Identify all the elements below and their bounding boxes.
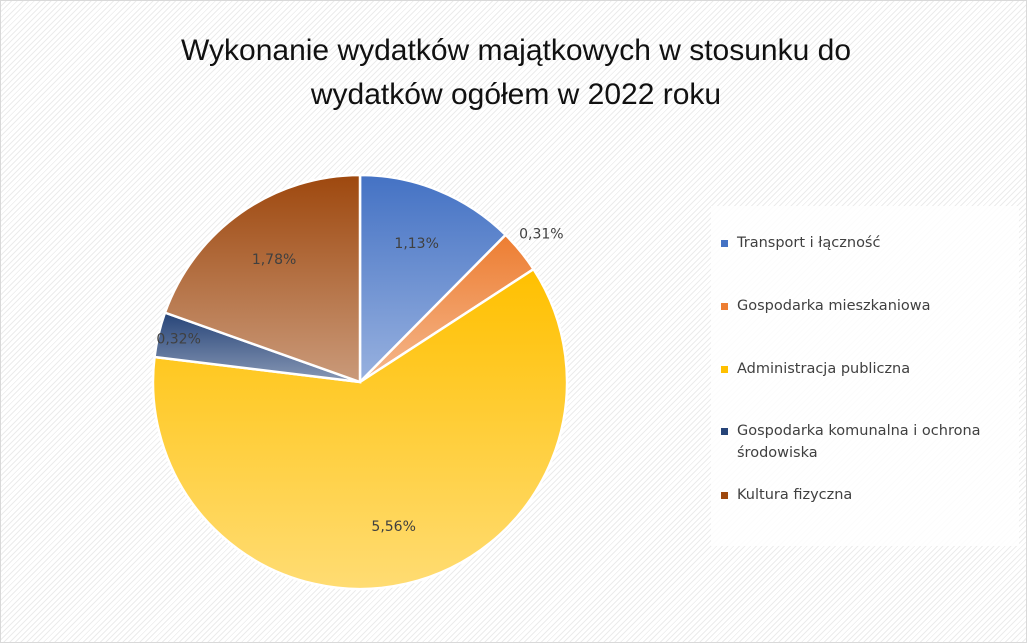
- legend-item: Administracja publiczna: [721, 358, 1026, 380]
- data-label: 1,78%: [252, 252, 296, 268]
- data-label: 5,56%: [371, 519, 415, 535]
- legend-item: Kultura fizyczna: [721, 484, 1026, 506]
- pie-slice: [358, 173, 508, 386]
- legend-item: Gospodarka mieszkaniowa: [721, 295, 1026, 317]
- data-label: 0,31%: [519, 226, 563, 242]
- legend-swatch: [721, 492, 728, 499]
- legend-label: Gospodarka komunalna i ochrona środowisk…: [737, 423, 981, 461]
- legend-item: Transport i łączność: [721, 232, 1026, 254]
- legend-swatch: [721, 428, 728, 435]
- legend-swatch: [721, 366, 728, 373]
- legend-swatch: [721, 303, 728, 310]
- legend-label: Administracja publiczna: [737, 361, 911, 377]
- legend-item: Gospodarka komunalna i ochrona środowisk…: [721, 420, 1026, 464]
- legend-label: Transport i łączność: [737, 235, 881, 251]
- data-label: 0,32%: [156, 331, 200, 347]
- pie-slice: [151, 267, 569, 591]
- pie-slice: [163, 173, 362, 384]
- data-label: 1,13%: [394, 236, 438, 252]
- chart-title: Wykonanie wydatków majątkowych w stosunk…: [180, 34, 852, 111]
- legend-label: Gospodarka mieszkaniowa: [737, 298, 931, 314]
- legend-label: Kultura fizyczna: [737, 487, 853, 503]
- legend-swatch: [721, 240, 728, 247]
- legend: Transport i łączność Gospodarka mieszkani…: [711, 206, 1019, 546]
